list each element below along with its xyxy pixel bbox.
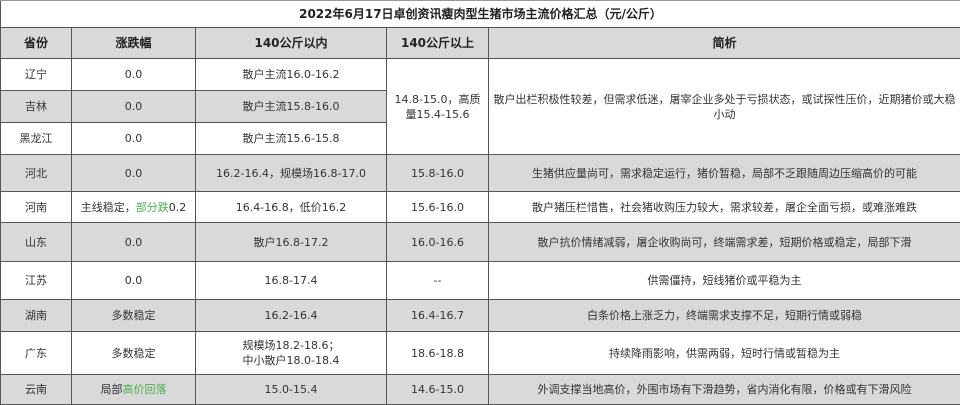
under140-cell: 16.4-16.8，低价16.2 [196,192,387,223]
over140-cell: 15.8-16.0 [387,155,489,192]
over140-cell: -- [387,262,489,300]
under140-cell: 16.2-16.4 [196,300,387,332]
under140-cell: 16.8-17.4 [196,262,387,300]
analysis-cell: 白条价格上涨乏力，终端需求支撑不足，短期行情或弱稳 [489,300,960,332]
header-change: 涨跌幅 [72,28,196,59]
under140-line: 规模场18.2-18.6； [200,338,382,353]
under140-cell: 15.0-15.4 [196,375,387,405]
header-province: 省份 [1,28,72,59]
change-cell: 0.0 [72,59,196,91]
change-text: 局部 [101,383,123,396]
province-cell: 河南 [1,192,72,223]
table-row: 广东 多数稳定 规模场18.2-18.6；中小散户18.0-18.4 18.6-… [1,332,960,375]
change-cell: 0.0 [72,223,196,262]
province-cell: 吉林 [1,91,72,123]
analysis-cell: 散户出栏积极性较差，但需求低迷，屠宰企业多处于亏损状态，或试探性压价，近期猪价或… [489,59,960,155]
over140-cell: 16.4-16.7 [387,300,489,332]
under140-line: 中小散户18.0-18.4 [200,353,382,368]
over140-cell: 18.6-18.8 [387,332,489,375]
province-cell: 山东 [1,223,72,262]
province-cell: 广东 [1,332,72,375]
change-highlight: 高价回落 [123,383,167,396]
province-cell: 江苏 [1,262,72,300]
table-row: 山东 0.0 散户16.8-17.2 16.0-16.6 散户抗价情绪减弱，屠企… [1,223,960,262]
table-row: 云南 局部高价回落 15.0-15.4 14.6-15.0 外调支撑当地高价，外… [1,375,960,405]
under140-cell: 散户主流16.0-16.2 [196,59,387,91]
analysis-cell: 外调支撑当地高价，外围市场有下滑趋势，省内消化有限，价格或有下滑风险 [489,375,960,405]
over140-cell: 14.6-15.0 [387,375,489,405]
analysis-cell: 散户猪压栏惜售，社会猪收购压力较大，需求较差，屠企全面亏损，或难涨难跌 [489,192,960,223]
table-row: 河南 主线稳定，部分跌0.2 16.4-16.8，低价16.2 15.6-16.… [1,192,960,223]
under140-cell: 散户主流15.8-16.0 [196,91,387,123]
province-cell: 黑龙江 [1,123,72,155]
under140-cell: 16.2-16.4，规模场16.8-17.0 [196,155,387,192]
change-cell: 0.0 [72,91,196,123]
change-cell: 多数稳定 [72,332,196,375]
under140-cell: 散户主流15.6-15.8 [196,123,387,155]
analysis-cell: 持续降雨影响，供需两弱，短时行情或暂稳为主 [489,332,960,375]
change-cell: 多数稳定 [72,300,196,332]
change-highlight: 部分跌 [136,201,169,214]
table-title: 2022年6月17日卓创资讯瘦肉型生猪市场主流价格汇总（元/公斤） [1,1,960,28]
header-over-140kg: 140公斤以上 [387,28,489,59]
province-cell: 辽宁 [1,59,72,91]
province-cell: 云南 [1,375,72,405]
change-text: 0.2 [169,201,187,214]
table-row: 辽宁 0.0 散户主流16.0-16.2 14.8-15.0，高质量15.4-1… [1,59,960,91]
table-row: 河北 0.0 16.2-16.4，规模场16.8-17.0 15.8-16.0 … [1,155,960,192]
change-cell: 0.0 [72,155,196,192]
under140-cell: 规模场18.2-18.6；中小散户18.0-18.4 [196,332,387,375]
header-analysis: 简析 [489,28,960,59]
province-cell: 湖南 [1,300,72,332]
analysis-cell: 供需僵持，短线猪价或平稳为主 [489,262,960,300]
analysis-cell: 散户抗价情绪减弱，屠企收购尚可，终端需求差，短期价格或稳定，局部下滑 [489,223,960,262]
change-text: 主线稳定， [81,201,136,214]
over140-cell: 16.0-16.6 [387,223,489,262]
header-under-140kg: 140公斤以内 [196,28,387,59]
table-row: 江苏 0.0 16.8-17.4 -- 供需僵持，短线猪价或平稳为主 [1,262,960,300]
province-cell: 河北 [1,155,72,192]
table-row: 湖南 多数稳定 16.2-16.4 16.4-16.7 白条价格上涨乏力，终端需… [1,300,960,332]
change-cell: 主线稳定，部分跌0.2 [72,192,196,223]
change-cell: 0.0 [72,123,196,155]
under140-cell: 散户16.8-17.2 [196,223,387,262]
analysis-cell: 生猪供应量尚可，需求稳定运行，猪价暂稳，局部不乏跟随周边压缩高价的可能 [489,155,960,192]
change-cell: 局部高价回落 [72,375,196,405]
over140-cell: 15.6-16.0 [387,192,489,223]
change-cell: 0.0 [72,262,196,300]
over140-cell: 14.8-15.0，高质量15.4-15.6 [387,59,489,155]
